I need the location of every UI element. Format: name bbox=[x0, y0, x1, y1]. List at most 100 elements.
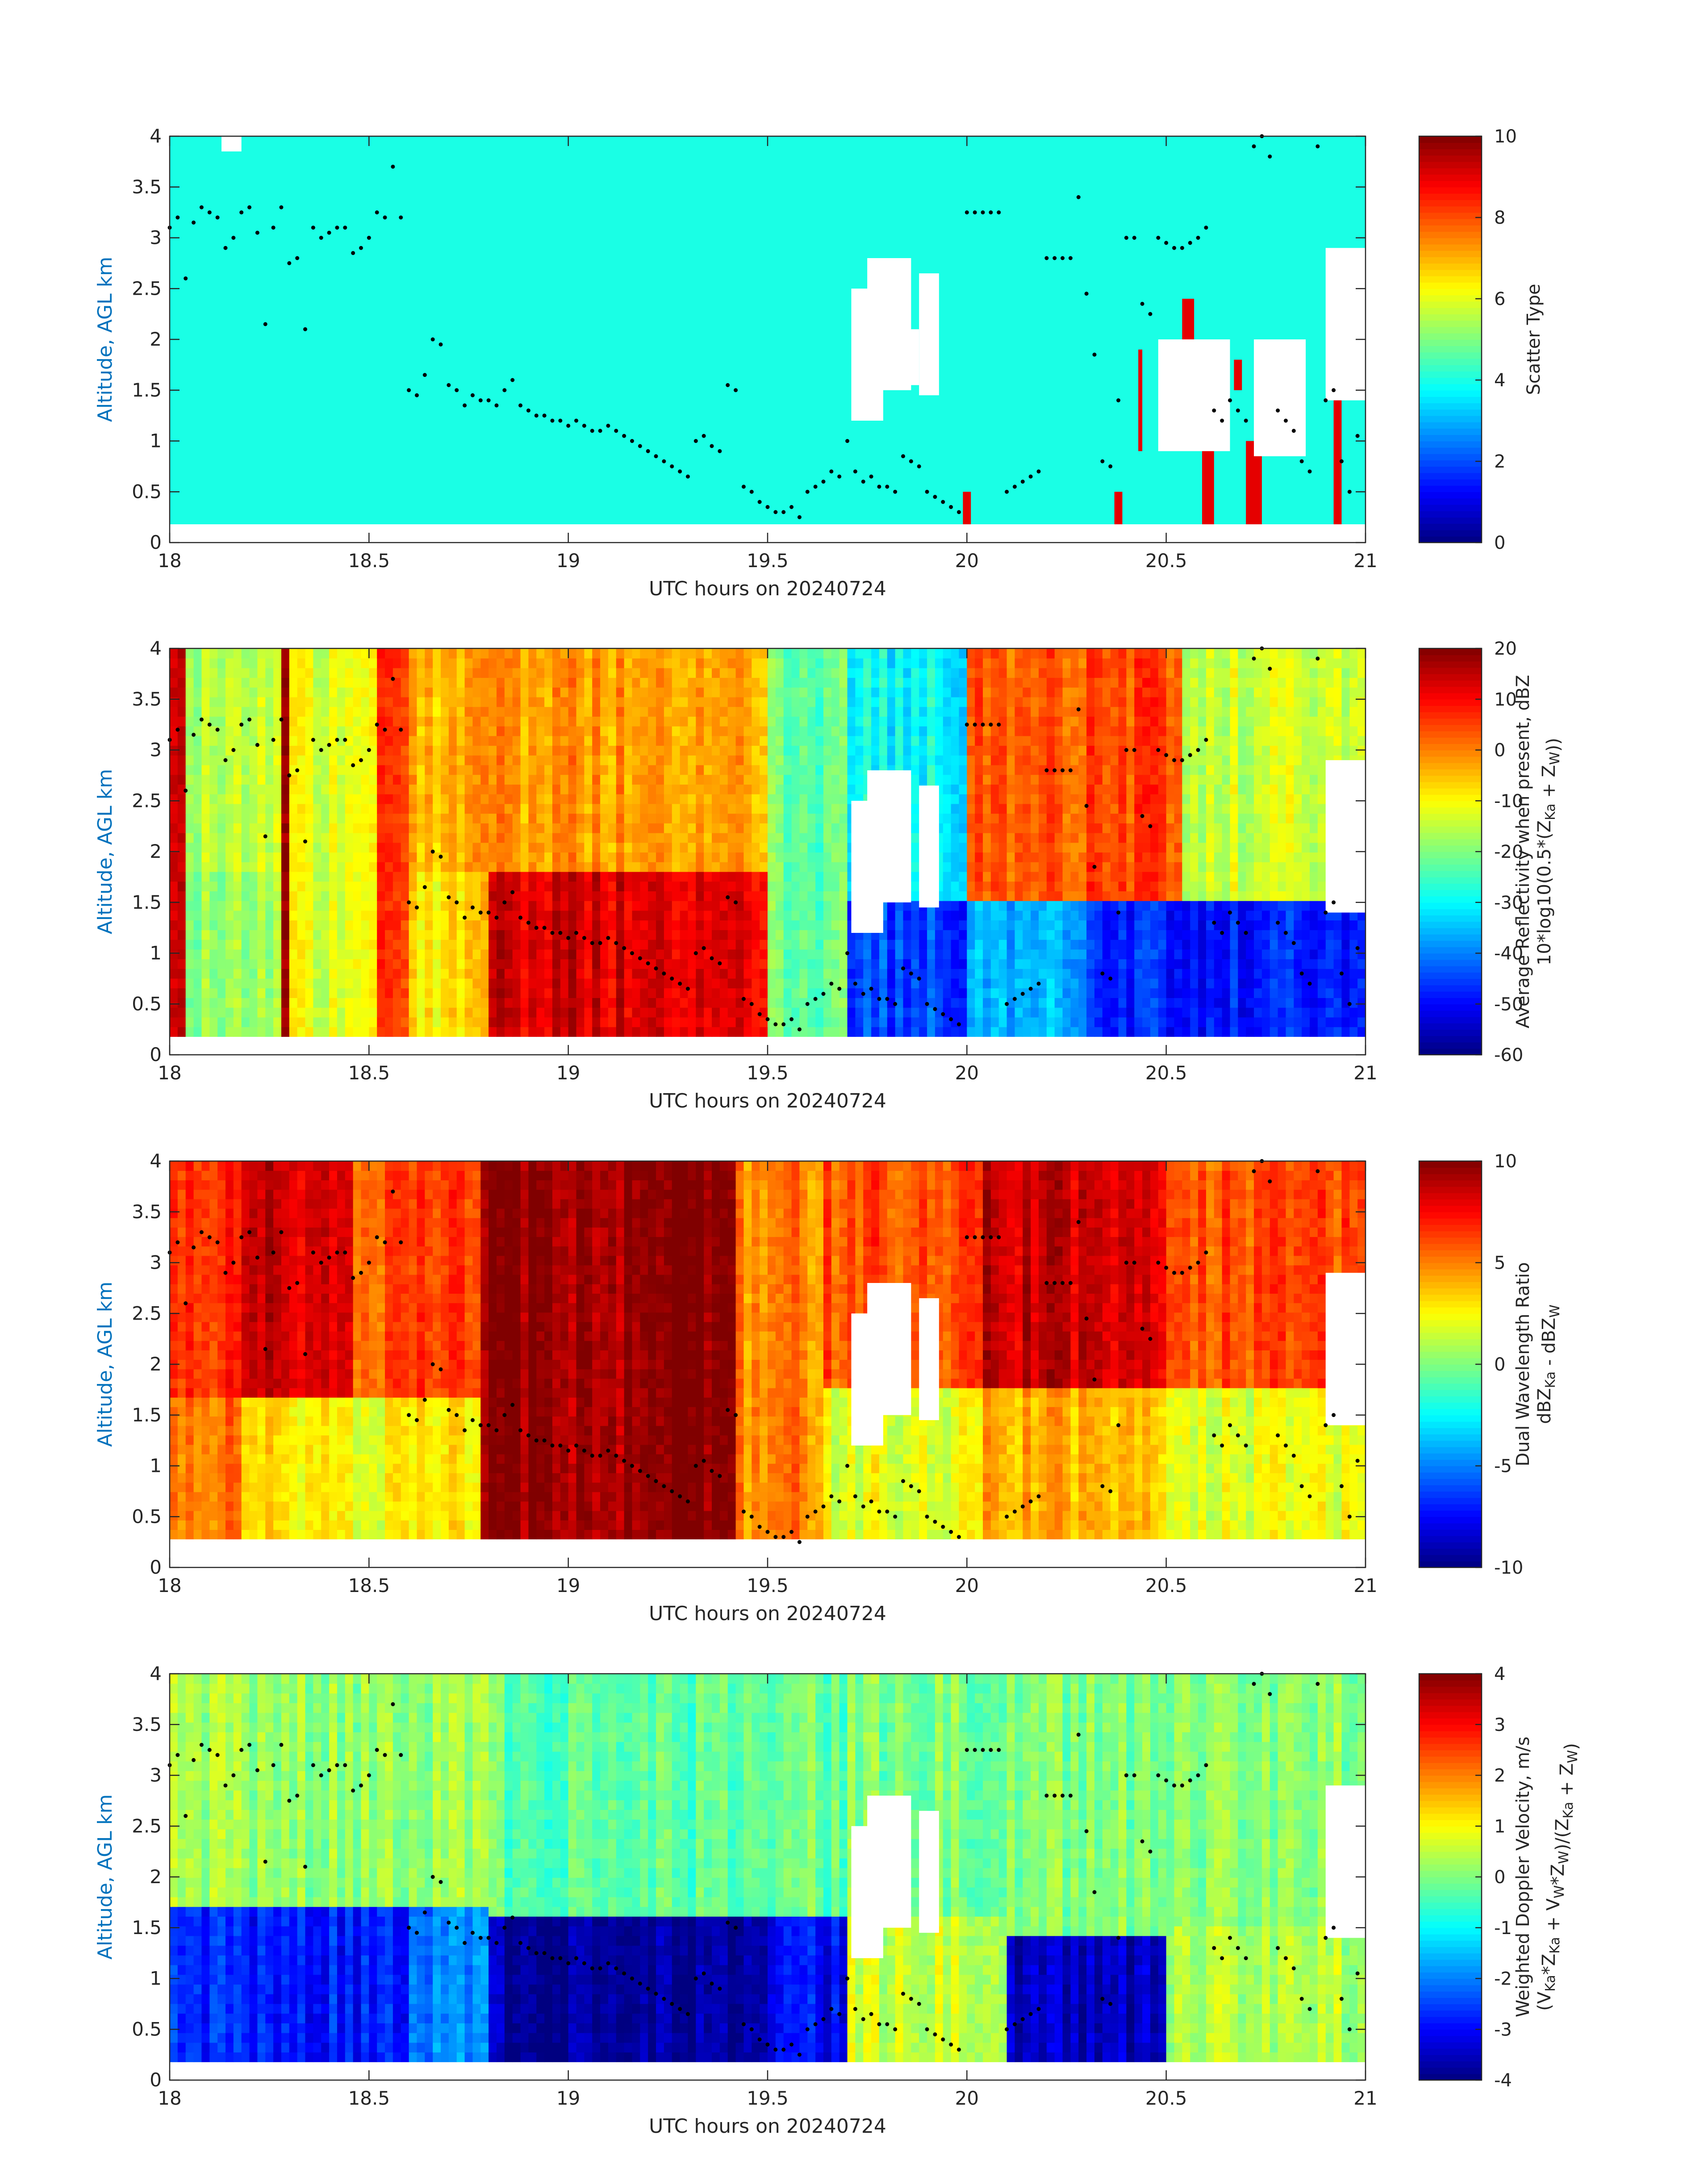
heatmap-cell bbox=[1070, 794, 1079, 804]
heatmap-cell bbox=[409, 716, 418, 727]
heatmap-cell bbox=[369, 1017, 377, 1028]
heatmap-cell bbox=[839, 648, 848, 659]
heatmap-cell bbox=[807, 716, 816, 727]
heatmap-cell bbox=[775, 891, 784, 901]
heatmap-cell bbox=[385, 813, 393, 823]
heatmap-cell bbox=[760, 891, 768, 901]
heatmap-cell bbox=[377, 852, 385, 862]
heatmap-cell bbox=[592, 794, 601, 804]
heatmap-cell bbox=[839, 823, 848, 833]
heatmap-cell bbox=[273, 910, 282, 921]
heatmap-cell bbox=[752, 998, 760, 1008]
heatmap-cell bbox=[233, 900, 242, 911]
heatmap-cell bbox=[193, 832, 202, 843]
heatmap-cell bbox=[329, 939, 338, 950]
heatmap-cell bbox=[847, 765, 856, 775]
heatmap-cell bbox=[895, 910, 904, 921]
heatmap-cell bbox=[871, 706, 880, 717]
heatmap-cell bbox=[544, 891, 553, 901]
heatmap-cell bbox=[1062, 968, 1071, 979]
heatmap-cell bbox=[967, 930, 975, 940]
heatmap-cell bbox=[281, 716, 290, 727]
heatmap-cell bbox=[688, 813, 697, 823]
heatmap-cell bbox=[441, 784, 449, 794]
heatmap-cell bbox=[823, 871, 832, 882]
heatmap-cell bbox=[369, 900, 377, 911]
colorbar-step bbox=[1419, 174, 1482, 181]
heatmap-cell bbox=[520, 930, 529, 940]
heatmap-cell bbox=[472, 735, 481, 746]
heatmap-cell bbox=[489, 891, 497, 901]
heatmap-cell bbox=[648, 861, 656, 872]
heatmap-cell bbox=[943, 832, 952, 843]
heatmap-cell bbox=[1031, 1007, 1039, 1018]
overlay-point bbox=[263, 322, 267, 326]
heatmap-cell bbox=[727, 755, 736, 765]
heatmap-cell bbox=[433, 959, 441, 969]
heatmap-cell bbox=[321, 920, 330, 930]
heatmap-cell bbox=[425, 871, 433, 882]
heatmap-cell bbox=[640, 988, 648, 998]
heatmap-cell bbox=[664, 706, 672, 717]
heatmap-cell bbox=[217, 891, 226, 901]
heatmap-cell bbox=[233, 998, 242, 1008]
heatmap-cell bbox=[975, 726, 983, 736]
heatmap-cell bbox=[337, 910, 346, 921]
heatmap-cell bbox=[1102, 988, 1111, 998]
heatmap-cell bbox=[321, 823, 330, 833]
heatmap-cell bbox=[584, 842, 593, 853]
heatmap-cell bbox=[225, 823, 234, 833]
heatmap-cell bbox=[1094, 949, 1103, 960]
heatmap-cell bbox=[217, 939, 226, 950]
heatmap-cell bbox=[305, 648, 314, 659]
heatmap-cell bbox=[568, 803, 577, 814]
heatmap-cell bbox=[201, 939, 210, 950]
heatmap-cell bbox=[281, 677, 290, 688]
heatmap-cell bbox=[680, 861, 689, 872]
heatmap-cell bbox=[735, 794, 744, 804]
heatmap-cell bbox=[600, 784, 609, 794]
heatmap-cell bbox=[1046, 949, 1055, 960]
heatmap-cell bbox=[297, 687, 306, 698]
heatmap-cell bbox=[998, 697, 1007, 707]
heatmap-cell bbox=[1006, 1007, 1015, 1018]
heatmap-cell bbox=[480, 803, 489, 814]
heatmap-cell bbox=[409, 959, 418, 969]
colorbar-step bbox=[1419, 510, 1482, 518]
heatmap-cell bbox=[815, 726, 824, 736]
heatmap-cell bbox=[1039, 755, 1047, 765]
heatmap-cell bbox=[1086, 959, 1095, 969]
heatmap-cell bbox=[799, 697, 808, 707]
heatmap-cell bbox=[975, 998, 983, 1008]
heatmap-cell bbox=[528, 968, 537, 979]
heatmap-cell bbox=[464, 755, 473, 765]
heatmap-cell bbox=[943, 930, 952, 940]
overlay-point bbox=[1061, 256, 1065, 260]
heatmap-cell bbox=[170, 648, 178, 659]
heatmap-cell bbox=[927, 930, 935, 940]
heatmap-cell bbox=[608, 794, 617, 804]
heatmap-cell bbox=[1031, 900, 1039, 911]
heatmap-cell bbox=[1039, 900, 1047, 911]
heatmap-cell bbox=[353, 988, 362, 998]
heatmap-cell bbox=[321, 745, 330, 756]
heatmap-cell bbox=[257, 755, 266, 765]
heatmap-cell bbox=[600, 745, 609, 756]
heatmap-cell bbox=[1086, 910, 1095, 921]
heatmap-cell bbox=[775, 677, 784, 688]
heatmap-cell bbox=[480, 988, 489, 998]
heatmap-cell bbox=[1062, 871, 1071, 882]
heatmap-cell bbox=[512, 998, 521, 1008]
heatmap-cell bbox=[967, 959, 975, 969]
heatmap-cell bbox=[592, 1017, 601, 1028]
heatmap-cell bbox=[672, 930, 681, 940]
heatmap-cell bbox=[743, 794, 752, 804]
heatmap-cell bbox=[217, 794, 226, 804]
heatmap-cell bbox=[672, 900, 681, 911]
overlay-point bbox=[1220, 418, 1224, 423]
heatmap-cell bbox=[512, 745, 521, 756]
overlay-point bbox=[1068, 256, 1073, 260]
heatmap-cell bbox=[799, 978, 808, 989]
heatmap-cell bbox=[409, 658, 418, 669]
heatmap-cell bbox=[441, 988, 449, 998]
